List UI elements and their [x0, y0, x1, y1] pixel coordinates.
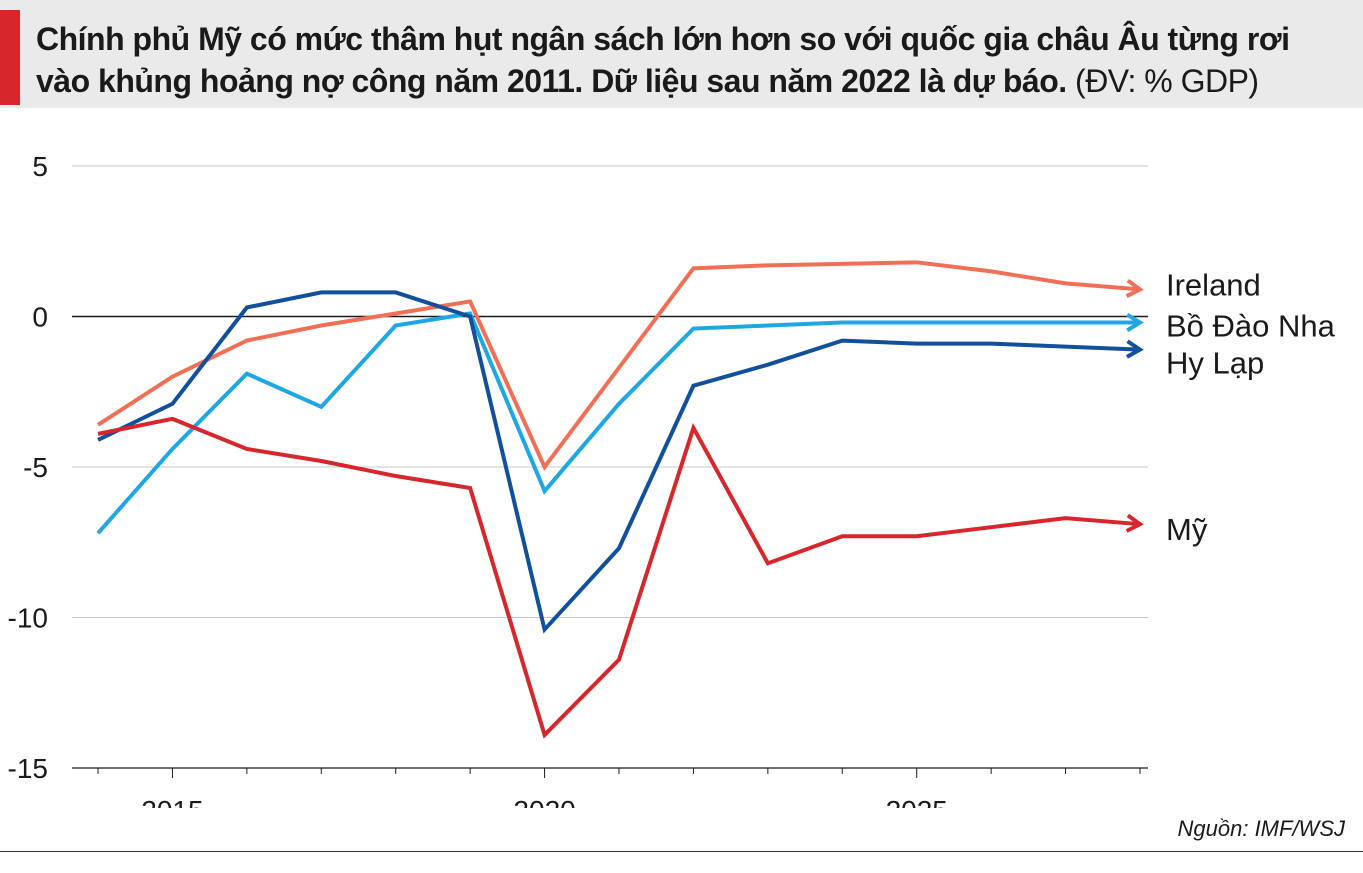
y-tick-label: -15 — [8, 753, 48, 784]
chart-title: Chính phủ Mỹ có mức thâm hụt ngân sách l… — [36, 18, 1346, 102]
line-chart: 5 0 -5 -10 -15 2015 2020 2025 Ireland Bồ Đào Nh… — [8, 151, 1336, 808]
title-accent-bar — [0, 10, 20, 105]
x-tick-label: 2015 — [141, 795, 203, 808]
source-note: Nguồn: IMF/WSJ — [1177, 816, 1345, 841]
series-line-my — [97, 416, 1141, 739]
series-label-ireland: Ireland — [1166, 267, 1261, 302]
y-tick-label: 0 — [32, 302, 48, 333]
series-label-hy-lap: Hy Lạp — [1166, 346, 1264, 381]
series-line-ireland — [96, 260, 1141, 471]
series-line-hy-lap — [97, 290, 1141, 634]
y-tick-label: -10 — [8, 603, 48, 634]
x-axis: 2015 2020 2025 — [72, 767, 1148, 808]
series-line-bo-dao-nha — [96, 311, 1140, 535]
arrow-ireland — [1125, 278, 1144, 298]
arrow-hy-lap — [1125, 339, 1144, 359]
bottom-rule — [0, 851, 1363, 852]
gridlines — [72, 165, 1148, 769]
x-tick-label: 2020 — [513, 795, 575, 808]
y-tick-label: 5 — [32, 151, 48, 182]
y-axis-ticks: 5 0 -5 -10 -15 — [8, 151, 48, 784]
title-bar — [0, 0, 1363, 108]
series-label-bo-dao-nha: Bồ Đào Nha — [1166, 309, 1336, 344]
chart-title-text: Chính phủ Mỹ có mức thâm hụt ngân sách l… — [36, 21, 1290, 99]
series-label-my: Mỹ — [1166, 512, 1208, 547]
arrow-bo-dao-nha — [1126, 312, 1144, 333]
y-tick-label: -5 — [23, 452, 48, 483]
x-tick-label: 2025 — [886, 795, 948, 808]
arrow-my — [1125, 513, 1144, 533]
series-lines — [96, 260, 1144, 739]
chart-unit: (ĐV: % GDP) — [1075, 63, 1259, 99]
